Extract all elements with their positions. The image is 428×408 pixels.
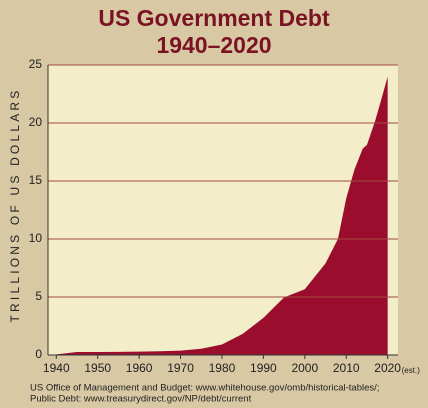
x-tick-label: 2020 (374, 361, 401, 375)
source-line: Public Debt: www.treasurydirect.gov/NP/d… (30, 394, 252, 405)
x-tick-label: 1980 (209, 361, 236, 375)
x-tick-label: 2010 (333, 361, 360, 375)
x-tick-label: 1940 (43, 361, 70, 375)
x-tick-label: 1960 (126, 361, 153, 375)
debt-area (56, 76, 388, 355)
x-tick-label: 1970 (167, 361, 194, 375)
y-tick-label: 25 (29, 57, 43, 71)
chart-title: US Government Debt (98, 5, 330, 31)
x-tick-label: 1950 (84, 361, 111, 375)
source-line: US Office of Management and Budget: www.… (30, 383, 379, 394)
y-tick-label: 5 (35, 289, 42, 303)
annotation: (est.) (402, 366, 421, 375)
y-tick-label: 15 (29, 173, 43, 187)
y-tick-label: 10 (29, 231, 43, 245)
y-tick-label: 20 (29, 115, 43, 129)
x-tick-label: 2000 (291, 361, 318, 375)
chart-subtitle: 1940–2020 (156, 32, 271, 58)
y-axis-label: TRILLIONS OF US DOLLARS (8, 88, 22, 323)
y-tick-label: 0 (35, 347, 42, 361)
x-tick-label: 1990 (250, 361, 277, 375)
